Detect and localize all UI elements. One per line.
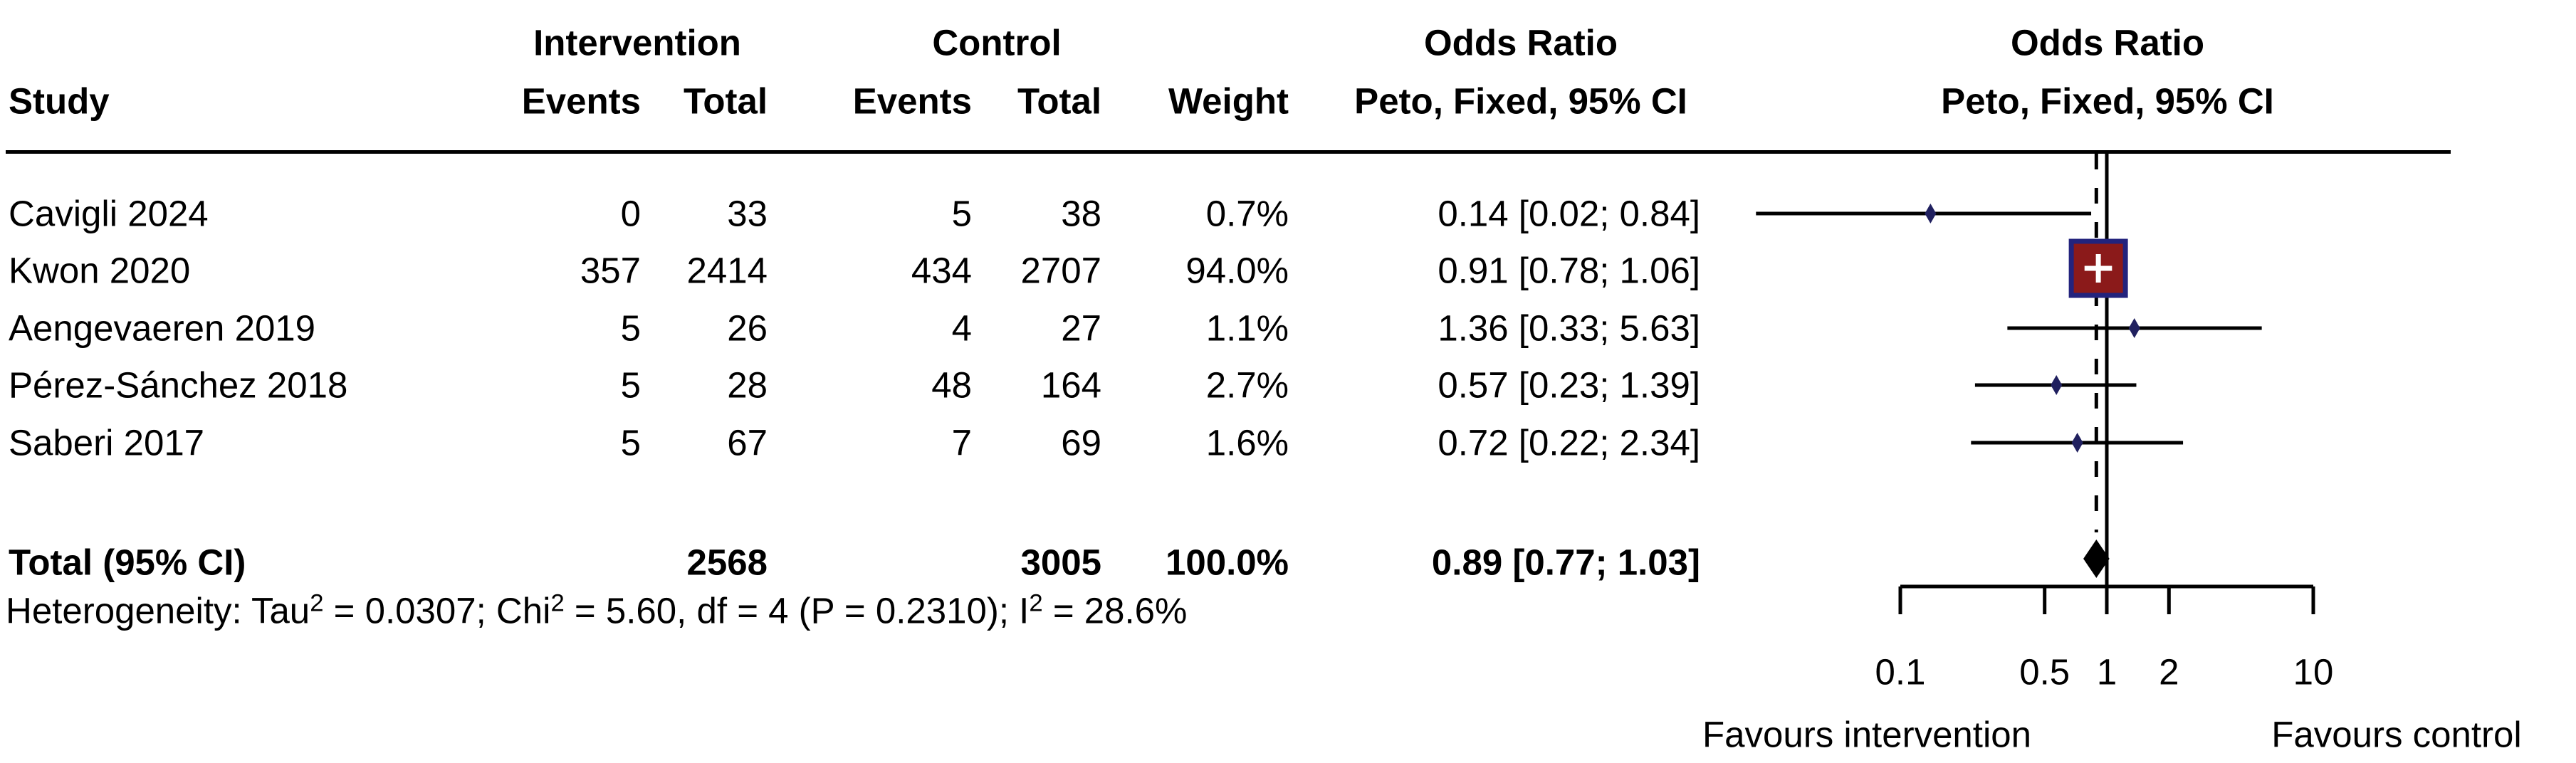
total-or-ci: 0.89 [0.77; 1.03] [1431,542,1700,583]
study-label: Saberi 2017 [9,422,205,463]
heterogeneity-stats: Heterogeneity: Tau2 = 0.0307; Chi2 = 5.6… [6,590,1188,631]
or-ci-value: 0.14 [0.02; 0.84] [1438,193,1700,234]
point-estimate-diamond [1925,204,1937,223]
study-label: Pérez-Sánchez 2018 [9,364,348,406]
het-text: = 5.60, df = 4 (P = 0.2310); I [564,590,1030,631]
or-ci-value: 0.72 [0.22; 2.34] [1438,422,1700,463]
x-axis-tick-label: 10 [2293,651,2334,693]
total-weight: 100.0% [1166,542,1289,583]
het-sup: 2 [310,589,324,617]
col-header-c-events: Events [852,80,972,122]
pooled-diamond [2083,540,2110,578]
col-header-weight: Weight [1168,80,1289,122]
point-estimate-diamond [2128,318,2140,338]
or-ci-value: 0.57 [0.23; 1.39] [1438,364,1700,406]
point-estimate-diamond [2071,433,2083,453]
het-text: = 28.6% [1042,590,1188,631]
or-ci-value: 1.36 [0.33; 5.63] [1438,307,1700,349]
c-total-value: 2707 [1020,250,1101,291]
weight-value: 94.0% [1185,250,1289,291]
weight-value: 1.1% [1205,307,1289,349]
total-label: Total (95% CI) [9,542,246,583]
het-text: = 0.0307; Chi [323,590,551,631]
c-events-value: 7 [951,422,972,463]
c-events-value: 4 [951,307,972,349]
total-c-total: 3005 [1020,542,1101,583]
het-text: Heterogeneity: Tau [6,590,310,631]
weight-value: 1.6% [1205,422,1289,463]
x-axis-tick-label: 0.1 [1875,651,1926,693]
total-iv-total: 2568 [686,542,768,583]
study-label: Aengevaeren 2019 [9,307,316,349]
group-header-control: Control [932,22,1062,63]
group-header-intervention: Intervention [533,22,741,63]
x-axis-tick-label: 1 [2096,651,2117,693]
iv-total-value: 67 [727,422,768,463]
iv-events-value: 5 [620,307,641,349]
col-header-iv-events: Events [521,80,641,122]
point-estimate-diamond [2051,375,2063,395]
weight-square-marker [2068,238,2128,298]
x-axis-tick-label: 0.5 [2019,651,2070,693]
c-events-value: 48 [931,364,972,406]
het-sup: 2 [1029,589,1043,617]
c-total-value: 27 [1061,307,1101,349]
study-label: Kwon 2020 [9,250,191,291]
study-label: Cavigli 2024 [9,193,209,234]
iv-events-value: 0 [620,193,641,234]
iv-total-value: 2414 [686,250,768,291]
weight-value: 0.7% [1205,193,1289,234]
iv-events-value: 5 [620,422,641,463]
iv-events-value: 357 [580,250,641,291]
iv-events-value: 5 [620,364,641,406]
col-header-iv-total: Total [683,80,768,122]
col-header-c-total: Total [1017,80,1101,122]
weight-value: 2.7% [1205,364,1289,406]
iv-total-value: 28 [727,364,768,406]
c-total-value: 38 [1061,193,1101,234]
c-events-value: 434 [911,250,972,291]
iv-total-value: 33 [727,193,768,234]
col-header-study: Study [9,80,110,122]
group-header-odds-ratio: Odds Ratio [1423,22,1618,63]
col-header-peto-ci-plot: Peto, Fixed, 95% CI [1941,80,2274,122]
col-header-peto-ci: Peto, Fixed, 95% CI [1354,80,1687,122]
c-total-value: 164 [1040,364,1101,406]
group-header-odds-ratio-plot: Odds Ratio [2010,22,2205,63]
favours-control-label: Favours control [2271,714,2522,755]
header-separator-line [6,150,2451,154]
c-total-value: 69 [1061,422,1101,463]
iv-total-value: 26 [727,307,768,349]
x-axis-tick-label: 2 [2159,651,2179,693]
favours-intervention-label: Favours intervention [1702,714,2032,755]
het-sup: 2 [550,589,565,617]
c-events-value: 5 [951,193,972,234]
or-ci-value: 0.91 [0.78; 1.06] [1438,250,1700,291]
